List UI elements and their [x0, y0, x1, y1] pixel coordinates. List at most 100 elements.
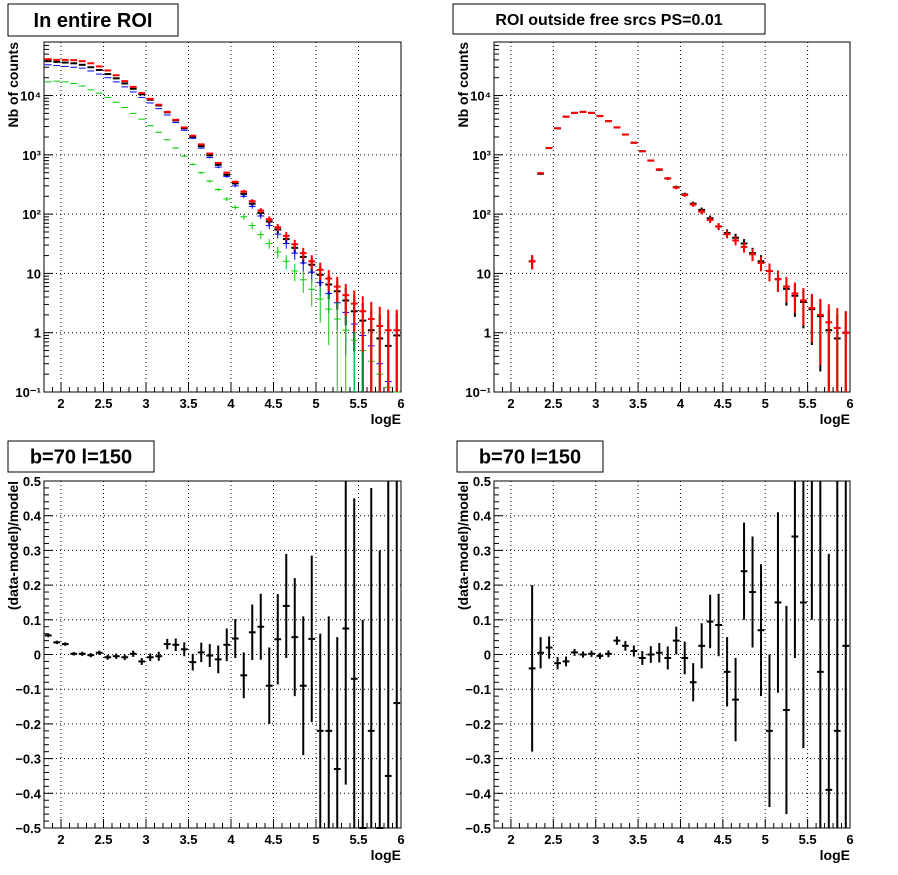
series-1: [528, 110, 850, 392]
data-point: [257, 593, 265, 660]
data-point: [282, 255, 290, 270]
data-point: [562, 115, 570, 118]
x-tick-label: 2: [57, 396, 64, 411]
data-point: [825, 304, 833, 392]
x-tick-label: 4: [227, 396, 235, 411]
data-point: [638, 150, 646, 153]
y-tick-label: 10⁻¹: [15, 385, 41, 400]
data-point: [621, 640, 629, 651]
data-point: [833, 308, 841, 392]
data-point: [155, 131, 163, 133]
data-point: [257, 213, 265, 219]
data-point: [367, 487, 375, 828]
data-point: [121, 654, 129, 661]
data-point: [749, 536, 756, 648]
data-point: [291, 239, 299, 250]
data-point: [384, 309, 392, 392]
data-point: [104, 96, 112, 98]
data-point: [206, 154, 214, 157]
y-tick-label: 1: [34, 326, 41, 341]
data-point: [613, 126, 621, 129]
data-point: [146, 125, 154, 127]
y-tick-label: 10⁴: [470, 89, 491, 104]
data-point: [596, 115, 604, 118]
data-point: [163, 139, 171, 141]
x-tick-label: 2: [507, 832, 514, 847]
x-tick-label: 4: [227, 832, 235, 847]
data-point: [197, 143, 205, 146]
data-point: [325, 270, 333, 292]
series-1: [44, 60, 401, 392]
x-tick-label: 5: [762, 832, 769, 847]
data-point: [163, 114, 171, 116]
y-tick-label: −0.2: [15, 717, 41, 732]
data-point: [282, 232, 290, 241]
data-point: [554, 127, 561, 130]
data-point: [537, 172, 545, 175]
data-point: [163, 638, 171, 650]
data-point: [588, 650, 595, 657]
data-point: [833, 481, 841, 828]
data-point: [78, 651, 86, 656]
data-point: [197, 147, 205, 149]
data-point: [180, 126, 188, 129]
x-tick-label: 3.5: [629, 832, 647, 847]
data-point: [605, 650, 612, 658]
data-point: [342, 481, 350, 785]
data-point: [647, 646, 655, 663]
data-point: [316, 262, 324, 280]
x-tick-label: 6: [397, 832, 404, 847]
x-tick-label: 2.5: [544, 832, 562, 847]
y-tick-label: −0.3: [15, 752, 41, 767]
data-point: [333, 276, 341, 303]
data-point: [732, 236, 739, 246]
data-point: [825, 553, 833, 828]
data-point: [129, 650, 137, 657]
data-point: [189, 163, 197, 166]
data-point: [265, 239, 273, 249]
data-point: [189, 134, 197, 137]
data-point: [240, 652, 248, 699]
data-point: [588, 111, 595, 114]
data-point: [723, 230, 731, 239]
data-point: [61, 642, 69, 646]
x-tick-label: 5: [312, 832, 319, 847]
data-point: [316, 633, 324, 828]
data-point: [172, 147, 180, 149]
x-tick-label: 5.5: [799, 396, 817, 411]
x-tick-label: 2: [507, 396, 514, 411]
series-3: [44, 80, 401, 393]
data-point: [248, 604, 256, 661]
y-tick-label: −0.3: [465, 752, 491, 767]
data-point: [282, 239, 290, 249]
y-tick-label: 0.5: [473, 474, 491, 489]
data-point: [291, 247, 299, 260]
data-point: [808, 293, 816, 343]
x-axis-label: logE: [371, 847, 401, 863]
data-point: [664, 646, 672, 670]
data-point: [571, 648, 578, 656]
x-tick-label: 4.5: [264, 396, 282, 411]
series-1: [528, 481, 850, 828]
data-point: [571, 111, 578, 114]
data-point: [163, 110, 171, 113]
data-point: [138, 96, 146, 98]
data-point: [359, 296, 367, 352]
x-tick-label: 2.5: [544, 396, 562, 411]
y-tick-label: 10²: [22, 207, 41, 222]
y-tick-label: −0.5: [465, 821, 491, 836]
data-point: [197, 642, 205, 663]
data-point: [350, 290, 358, 332]
data-point: [689, 663, 697, 702]
data-point: [545, 147, 553, 150]
data-point: [138, 118, 146, 120]
y-tick-label: 1: [484, 326, 491, 341]
data-point: [664, 177, 672, 180]
x-tick-label: 6: [846, 832, 853, 847]
x-tick-label: 3: [592, 396, 599, 411]
plot-frame: [493, 480, 851, 829]
chart-pad-3: 2 2.5 3 3.5 4 4.5 5 5.5 6 −0.5 −0.4 −0.3 −0.2 −0.1 0 0.…: [5, 440, 405, 863]
data-point: [528, 585, 536, 752]
data-point: [214, 163, 222, 166]
data-point: [299, 247, 307, 260]
